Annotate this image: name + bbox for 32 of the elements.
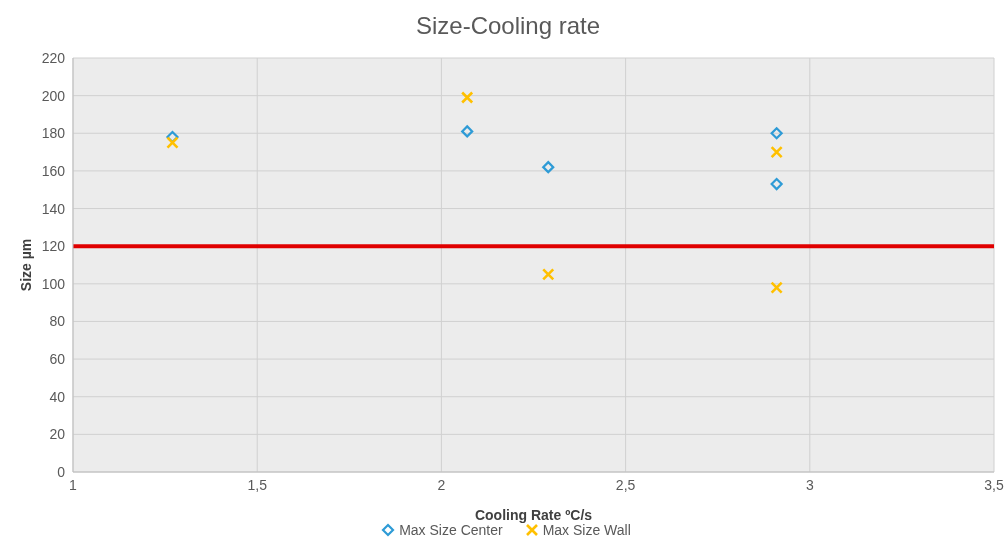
y-tick-label: 60: [49, 351, 66, 368]
y-tick-label: 120: [41, 238, 66, 255]
x-tick-label: 1,5: [247, 476, 268, 493]
point: [461, 125, 474, 138]
x-tick-label: 1: [69, 476, 78, 493]
legend-label: Max Size Wall: [541, 522, 631, 538]
y-tick-label: 0: [57, 463, 66, 480]
chart-title: Size-Cooling rate: [414, 11, 602, 41]
point: [770, 145, 783, 159]
x-tick-label: 3,5: [984, 476, 1004, 493]
point: [770, 127, 783, 140]
x-tick-label: 3: [805, 476, 814, 493]
x-axis-title: Cooling Rate ºC/s: [474, 507, 593, 523]
point: [166, 136, 179, 149]
point: [770, 177, 783, 191]
y-axis-title: Size µm: [17, 238, 34, 292]
point: [541, 268, 555, 281]
y-tick-label: 80: [49, 313, 66, 330]
y-tick-label: 220: [41, 49, 66, 66]
legend-label: Max Size Center: [398, 522, 503, 538]
y-tick-label: 20: [49, 426, 66, 443]
point: [770, 281, 783, 294]
y-tick-label: 40: [49, 388, 66, 405]
y-tick-label: 160: [41, 162, 66, 179]
y-tick-label: 200: [41, 87, 66, 104]
point: [542, 161, 555, 174]
y-tick-label: 100: [41, 275, 66, 292]
x-tick-label: 2,5: [615, 476, 636, 493]
point: [460, 91, 474, 104]
y-tick-label: 180: [41, 125, 66, 142]
y-tick-label: 140: [41, 200, 66, 217]
x-tick-label: 2: [437, 476, 446, 493]
